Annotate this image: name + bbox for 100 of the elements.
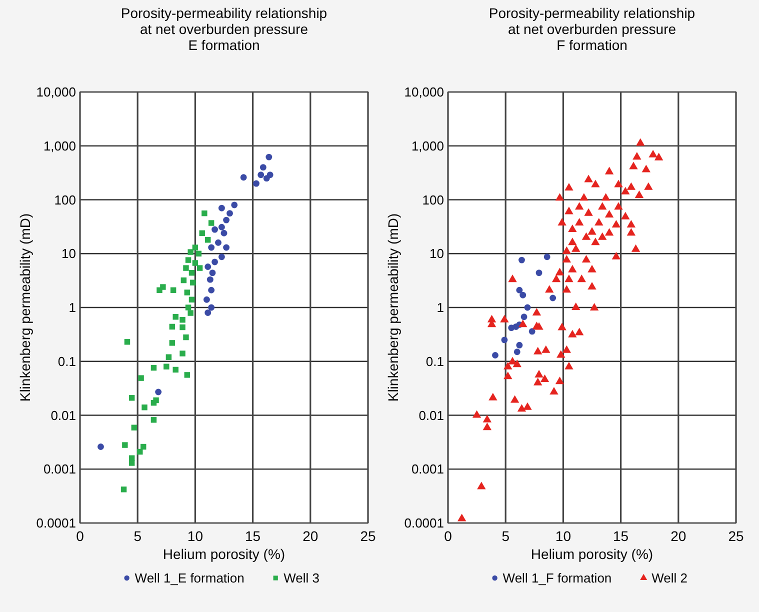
point (218, 224, 225, 230)
point (188, 310, 194, 316)
point (128, 460, 135, 466)
point (203, 296, 210, 303)
point (266, 172, 274, 178)
x-axis-title: Helium porosity (%) (162, 546, 286, 562)
point (223, 216, 230, 224)
point (150, 417, 157, 423)
x-tick-label: 15 (245, 528, 261, 544)
legend-label: Well 3 (284, 570, 320, 586)
x-tick-label: 25 (728, 528, 744, 544)
point (128, 395, 135, 401)
y-tick-label: 0.1 (58, 354, 76, 369)
point (180, 316, 186, 323)
y-tick-label: 1,000 (411, 138, 444, 154)
point (518, 256, 525, 264)
point (204, 309, 212, 316)
point (183, 334, 189, 340)
point (231, 202, 238, 208)
legend-label: Well 1_F formation (502, 570, 612, 586)
x-tick-label: 10 (555, 528, 572, 544)
point (204, 264, 212, 270)
y-tick-label: 10 (430, 246, 444, 262)
point (192, 244, 198, 250)
y-tick-label: 0.1 (426, 354, 444, 369)
y-tick-label: 1 (68, 300, 76, 316)
point (220, 230, 228, 236)
y-tick-label: 0.0001 (404, 516, 444, 531)
point (156, 287, 162, 293)
point (122, 442, 128, 448)
point (212, 258, 218, 266)
x-tick-label: 10 (187, 528, 204, 544)
point (206, 276, 214, 283)
point (180, 324, 186, 330)
point (550, 294, 556, 302)
y-tick-label: 0.01 (418, 408, 444, 423)
point (514, 348, 520, 356)
point (223, 244, 230, 251)
point (120, 486, 127, 492)
point (180, 277, 187, 284)
point (528, 328, 536, 335)
point (209, 270, 216, 276)
point (208, 286, 215, 294)
x-tick-label: 5 (502, 528, 510, 544)
point (164, 364, 170, 370)
point (260, 164, 266, 171)
y-tick-label: 10,000 (404, 84, 444, 100)
y-tick-label: 1,000 (43, 138, 76, 154)
point (536, 270, 542, 276)
point (212, 226, 218, 233)
point (98, 444, 104, 450)
point (501, 336, 508, 344)
point (520, 292, 526, 298)
legend-label: Well 1_E formation (134, 570, 244, 586)
point (215, 239, 222, 246)
point (218, 204, 225, 212)
point (150, 364, 157, 371)
point (155, 388, 162, 396)
point (185, 304, 192, 310)
x-tick-label: 5 (134, 528, 142, 544)
y-tick-label: 10 (62, 246, 76, 262)
point (520, 314, 528, 320)
point (183, 265, 189, 271)
y-axis-title: Klinkenberg permeability (mD) (17, 213, 33, 402)
point (205, 237, 211, 243)
point (153, 397, 159, 404)
chart-title: Porosity-permeability relationship at net overburden pressure F formation (488, 5, 696, 53)
point (137, 448, 143, 455)
point (190, 280, 196, 286)
chart-title: Porosity-permeability relationship at net overburden pressure E formation (120, 5, 328, 53)
point (253, 180, 260, 187)
point (172, 366, 178, 373)
point (184, 290, 190, 296)
point (516, 286, 523, 294)
x-axis-title: Helium porosity (%) (530, 546, 654, 562)
y-tick-label: 10,000 (36, 84, 76, 100)
x-tick-label: 20 (670, 528, 686, 544)
x-tick-label: 25 (360, 528, 376, 544)
point (124, 339, 130, 345)
point (226, 210, 233, 217)
legend-label: Well 2 (652, 570, 688, 586)
x-tick-label: 0 (76, 528, 84, 544)
x-tick-label: 0 (444, 528, 452, 544)
point (166, 354, 172, 360)
point (208, 304, 215, 311)
point (138, 375, 144, 381)
point (524, 304, 531, 311)
point (172, 314, 178, 320)
point (208, 244, 215, 251)
point (258, 172, 264, 178)
x-tick-label: 15 (613, 528, 629, 544)
point (188, 249, 194, 255)
point (492, 352, 498, 358)
point (516, 342, 523, 348)
point (184, 372, 190, 378)
point (202, 210, 208, 216)
point (208, 220, 214, 226)
point (218, 254, 225, 260)
point (180, 350, 186, 356)
point (266, 154, 272, 160)
